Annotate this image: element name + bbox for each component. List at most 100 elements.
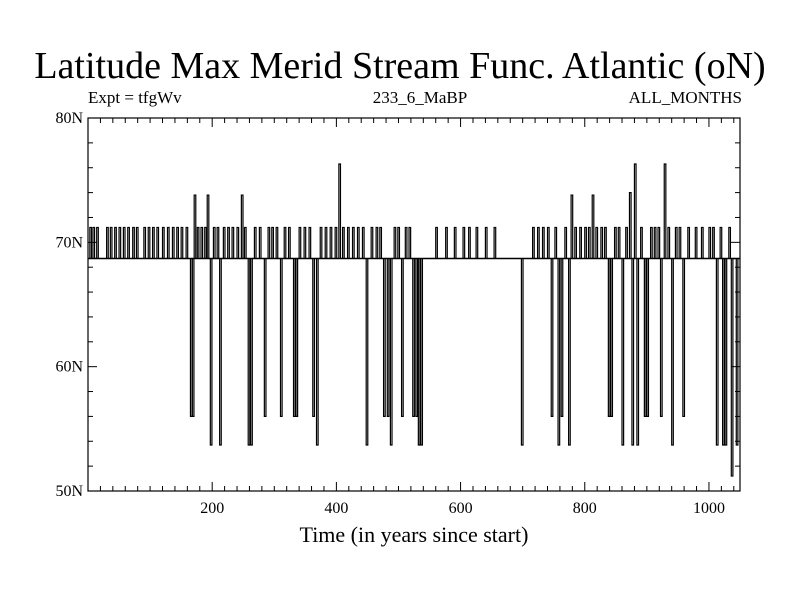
series-spike [185,226,189,259]
series-spike [631,258,635,446]
series-spike [118,226,122,259]
series-spike [236,226,240,259]
series-spike [484,226,488,259]
series-spike [287,226,291,259]
series-spike [283,226,287,259]
series-spike [653,226,657,259]
series-spike [541,226,545,259]
series-spike [453,226,457,259]
series-spike [209,258,213,446]
series-spike [386,258,390,417]
series-spike [263,258,267,417]
series-spike [595,226,599,259]
series-spike [253,226,257,259]
series-spike [231,226,235,259]
series-spike [308,226,312,259]
series-spike [180,226,184,259]
series-spike [216,226,220,259]
series-spike [719,226,723,259]
series-spike [667,226,671,259]
series-spike [643,258,647,417]
series-spike [106,226,109,259]
series-spike [557,258,561,446]
experiment-label: Expt = tfgWv [88,88,182,107]
series-spike [682,258,686,417]
series-spike [324,226,328,259]
x-axis-label: Time (in years since start) [299,522,529,547]
series-spike [258,226,262,259]
y-tick-label: 70N [55,234,83,251]
series-spike [114,226,117,259]
series-spike [222,226,226,259]
series-spike [298,226,302,259]
series-spike [250,258,253,446]
series-spike [191,258,195,417]
series-spike [341,226,345,259]
series-spike [171,226,175,259]
series-spike [204,226,207,259]
series-spike [219,258,222,446]
series-spike [475,226,479,259]
series-spike [346,226,350,259]
series-spike [279,258,283,417]
series-spike [646,258,650,417]
series-spike [546,226,550,259]
series-spike [560,258,564,417]
series-spike [379,226,383,259]
series-spike [365,258,369,446]
series-spike [375,226,379,259]
x-tick-label: 200 [200,500,224,517]
series-spike [579,226,582,259]
series-spike [89,226,93,259]
series-spike [445,226,448,259]
series-spike [671,258,674,446]
series-spike [397,226,401,259]
series-spike [712,226,715,259]
series-spike [303,226,307,259]
series-spike [319,226,323,259]
series-spike [400,258,404,417]
series-spike [312,258,315,417]
series-spike [193,194,197,259]
series-spike [435,226,438,259]
series-spike [295,258,299,417]
series-spike [122,226,126,259]
series-spike [315,258,319,446]
series-spike [370,226,374,259]
chart-title: Latitude Max Merid Stream Func. Atlantic… [34,45,766,87]
series-spike [334,226,338,259]
series-spike [708,226,712,259]
series-spike [271,226,275,259]
series-spike [96,226,99,259]
x-tick-label: 800 [573,500,597,517]
series-spike [156,226,160,259]
series-spike [408,226,412,259]
series-spike [570,194,574,259]
series-spike [151,226,155,259]
series-spike [176,226,179,259]
series-spike [161,226,165,259]
series-spike [143,226,147,259]
series-spike [550,258,554,417]
series-spike [607,258,611,417]
series-spike [520,258,524,446]
series-spike [584,226,587,259]
series-spike [132,226,135,259]
series-spike [275,226,279,259]
series-spike [600,226,604,259]
series-spike [462,226,466,259]
series-spike [329,226,333,259]
series-spike [206,194,210,259]
series-spike [382,258,386,417]
series-spike [678,226,682,259]
months-label: ALL_MONTHS [628,88,742,107]
series-spike [166,226,170,259]
series-spike [109,226,113,259]
series-spike [147,226,151,259]
series-spike [649,226,653,259]
x-tick-label: 1000 [693,500,725,517]
series-spike [361,226,365,259]
series-spike [730,258,734,477]
series-spike [628,192,632,259]
